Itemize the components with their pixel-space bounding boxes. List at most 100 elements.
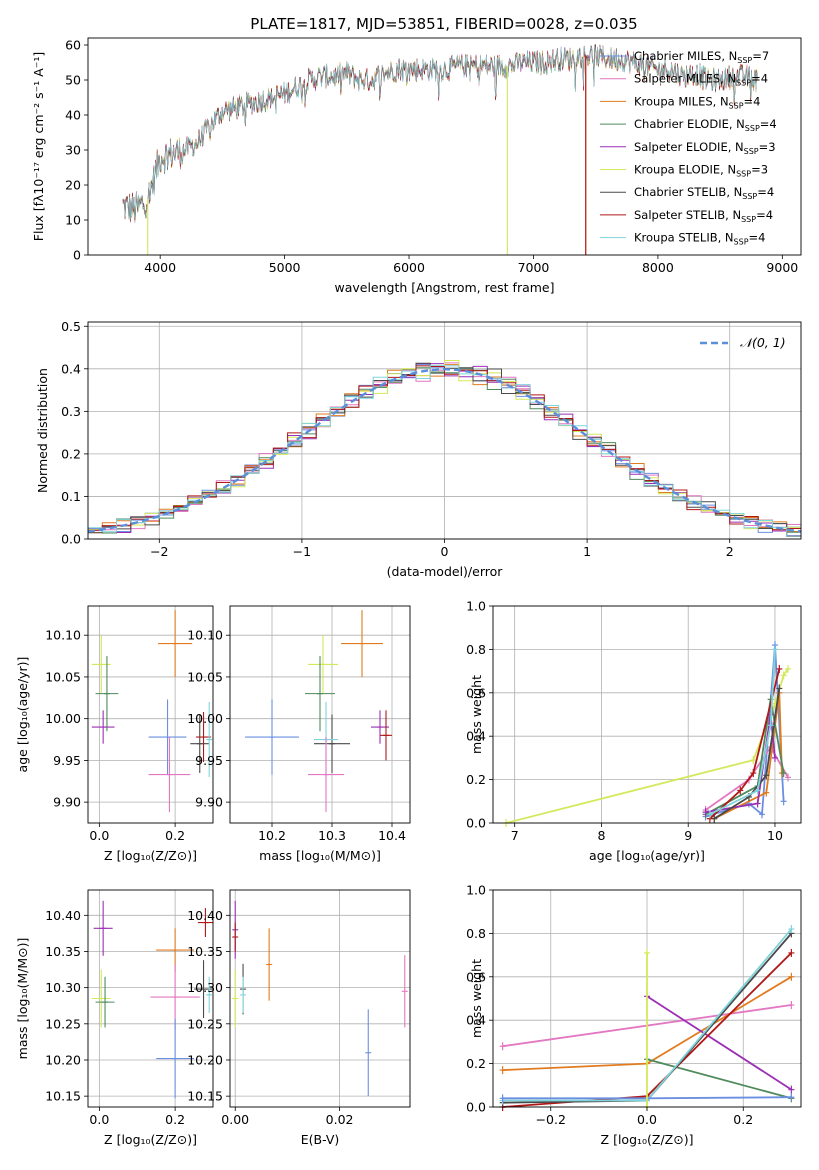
y-tick-label: 10.05 bbox=[187, 669, 223, 684]
spectrum-line bbox=[122, 45, 758, 220]
plot-area bbox=[503, 641, 791, 827]
x-tick-label: 10.2 bbox=[258, 828, 286, 843]
legend-entry: Kroupa ELODIE, NSSP=3 bbox=[634, 163, 768, 179]
y-tick-label: 50 bbox=[65, 73, 81, 88]
axes-residuals: −2 −1 0 1 2 0.0 0.1 0.2 0.3 0.4 0.5 (data-model)/er… bbox=[35, 319, 802, 579]
y-tick-label: 0.2 bbox=[61, 446, 81, 461]
x-tick-label: 0.2 bbox=[165, 828, 185, 843]
x-axis-label: wavelength [Angstrom, rest frame] bbox=[334, 280, 554, 295]
axes-frame bbox=[87, 37, 802, 256]
y-axis-label: Flux [fλ10⁻¹⁷ erg cm⁻² s⁻¹ A⁻¹] bbox=[31, 52, 46, 241]
axes-mass_vs_EBV: 0.00 0.02 10.15 10.20 10.25 10.30 10.35 10.40 E(… bbox=[187, 889, 411, 1147]
legend: 𝒩(0, 1) bbox=[700, 335, 786, 350]
y-axis-label: age [log₁₀(age/yr)] bbox=[15, 657, 30, 773]
plot-area bbox=[245, 610, 392, 813]
y-tick-label: 0.0 bbox=[466, 1100, 486, 1115]
plot-layer: 4000 5000 6000 7000 8000 90000102030405060wav… bbox=[15, 37, 802, 1147]
axes-massweight_vs_Z: −0.2 0.0 0.2 0.0 0.2 0.4 0.6 0.8 1.0 Z [log₁₀(Z/Z… bbox=[466, 883, 802, 1147]
x-tick-label: 0.2 bbox=[165, 1112, 185, 1127]
x-tick-label: 7000 bbox=[518, 260, 550, 275]
x-tick-label: −0.2 bbox=[536, 1112, 566, 1127]
figure-title: PLATE=1817, MJD=53851, FIBERID=0028, z=0… bbox=[250, 15, 637, 33]
x-tick-label: 9000 bbox=[766, 260, 798, 275]
axes-frame bbox=[229, 889, 411, 1108]
y-tick-label: 10.20 bbox=[187, 1052, 223, 1067]
y-tick-label: 0.8 bbox=[466, 926, 486, 941]
y-axis-label: mass weight bbox=[469, 959, 484, 1038]
y-tick-label: 10.00 bbox=[45, 711, 81, 726]
y-tick-label: 10.10 bbox=[187, 628, 223, 643]
x-tick-label: 0.00 bbox=[221, 1112, 249, 1127]
plot-area bbox=[232, 900, 408, 1097]
y-tick-label: 10.15 bbox=[45, 1089, 81, 1104]
axes-frame bbox=[87, 889, 214, 1108]
y-tick-label: 10.30 bbox=[45, 980, 81, 995]
axes-mass_vs_Z: 0.0 0.2 10.15 10.20 10.25 10.30 10.35 10.40 Z [l… bbox=[15, 889, 214, 1147]
legend-entry: Kroupa STELIB, NSSP=4 bbox=[634, 231, 765, 247]
normal-curve bbox=[88, 368, 801, 533]
x-tick-label: 0.0 bbox=[637, 1112, 657, 1127]
axes-frame bbox=[87, 605, 214, 824]
y-tick-label: 9.90 bbox=[53, 795, 81, 810]
x-tick-label: 4000 bbox=[144, 260, 176, 275]
axes-frame bbox=[87, 321, 802, 540]
y-tick-label: 10.10 bbox=[45, 628, 81, 643]
y-tick-label: 10.00 bbox=[187, 711, 223, 726]
legend-entry: Salpeter ELODIE, NSSP=3 bbox=[634, 140, 776, 156]
y-tick-label: 0.4 bbox=[466, 729, 486, 744]
plot-area bbox=[499, 925, 795, 1111]
y-tick-label: 9.95 bbox=[195, 753, 223, 768]
y-tick-label: 0.2 bbox=[466, 772, 486, 787]
axes-frame bbox=[229, 605, 411, 824]
x-tick-label: 7 bbox=[511, 828, 519, 843]
y-tick-label: 10.40 bbox=[187, 908, 223, 923]
y-tick-label: 0.0 bbox=[466, 816, 486, 831]
grid bbox=[230, 890, 410, 1107]
y-tick-label: 0.4 bbox=[61, 361, 81, 376]
legend-entry: Chabrier MILES, NSSP=7 bbox=[634, 49, 769, 65]
x-tick-label: 0 bbox=[441, 544, 449, 559]
legend-entry: Salpeter STELIB, NSSP=4 bbox=[634, 208, 773, 224]
y-tick-label: 40 bbox=[65, 108, 81, 123]
plot-area bbox=[122, 43, 758, 255]
y-axis-label: Normed distribution bbox=[35, 368, 50, 493]
y-tick-label: 0.4 bbox=[466, 1013, 486, 1028]
y-tick-label: 0.8 bbox=[466, 642, 486, 657]
y-tick-label: 0.6 bbox=[466, 969, 486, 984]
x-tick-label: 0.0 bbox=[89, 828, 109, 843]
y-tick-label: 1.0 bbox=[466, 599, 486, 614]
x-tick-label: 2 bbox=[726, 544, 734, 559]
x-tick-label: 0.02 bbox=[326, 1112, 354, 1127]
y-axis-label: mass [log₁₀(M/M⊙)] bbox=[15, 938, 30, 1060]
plot-area bbox=[91, 900, 213, 1099]
x-tick-label: 10 bbox=[767, 828, 783, 843]
y-tick-label: 1.0 bbox=[466, 883, 486, 898]
x-tick-label: 6000 bbox=[393, 260, 425, 275]
y-tick-label: 0.6 bbox=[466, 685, 486, 700]
y-tick-label: 0.2 bbox=[466, 1056, 486, 1071]
y-tick-label: 10.40 bbox=[45, 908, 81, 923]
y-tick-label: 0.5 bbox=[61, 319, 81, 334]
x-tick-label: 5000 bbox=[269, 260, 301, 275]
x-tick-label: 10.3 bbox=[318, 828, 346, 843]
x-tick-label: 9 bbox=[684, 828, 692, 843]
x-axis-label: (data-model)/error bbox=[387, 564, 504, 579]
y-tick-label: 30 bbox=[65, 143, 81, 158]
mass-weight-line bbox=[705, 699, 785, 816]
axes-spectrum: 4000 5000 6000 7000 8000 9000 0 10 20 30 40 50 60 wav… bbox=[31, 37, 802, 295]
y-tick-label: 10.35 bbox=[45, 944, 81, 959]
mass-weight-line bbox=[705, 745, 789, 811]
plot-area bbox=[91, 610, 213, 813]
legend-entry: 𝒩(0, 1) bbox=[740, 335, 786, 350]
y-tick-label: 10.25 bbox=[187, 1016, 223, 1031]
grid bbox=[88, 322, 801, 540]
axes-frame bbox=[492, 605, 802, 824]
mass-weight-line bbox=[646, 995, 792, 1091]
axes-age_vs_mass: 10.2 10.3 10.4 9.90 9.95 10.00 10.05 10.10 mass … bbox=[187, 605, 411, 863]
x-tick-label: 0.0 bbox=[89, 1112, 109, 1127]
x-axis-label: Z [log₁₀(Z/Z⊙)] bbox=[601, 1132, 694, 1147]
y-tick-label: 60 bbox=[65, 38, 81, 53]
y-axis-label: mass weight bbox=[469, 675, 484, 754]
x-axis-label: Z [log₁₀(Z/Z⊙)] bbox=[104, 848, 197, 863]
